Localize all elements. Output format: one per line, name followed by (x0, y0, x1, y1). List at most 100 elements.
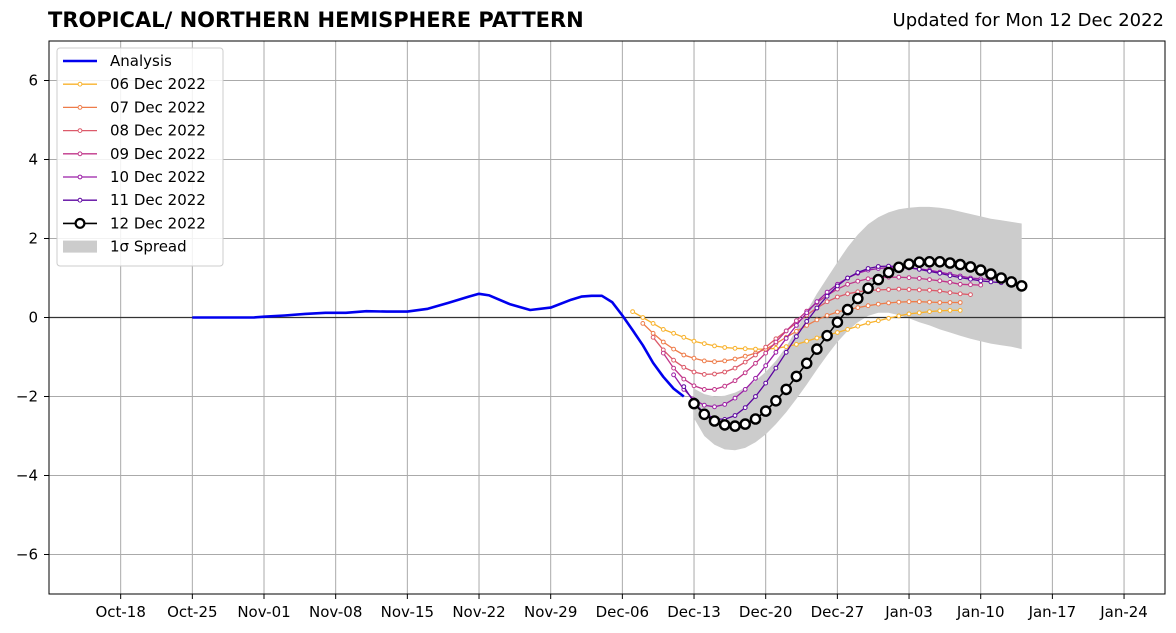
forecast-marker (968, 276, 973, 282)
forecast-marker (1005, 276, 1018, 288)
forecast-marker (978, 282, 984, 288)
y-tick-label: 4 (28, 151, 38, 169)
forecast-marker (974, 264, 987, 276)
forecast-marker (896, 274, 902, 280)
forecast-marker (1015, 280, 1028, 292)
forecast-series-06-dec-2022 (630, 308, 963, 352)
legend-label: 09 Dec 2022 (110, 145, 206, 163)
legend-label: 10 Dec 2022 (110, 168, 206, 186)
forecast-marker (875, 301, 881, 307)
forecast-marker (783, 349, 789, 355)
forecast-marker (718, 419, 731, 431)
forecast-marker (794, 328, 799, 334)
forecast-marker (742, 370, 748, 376)
forecast-marker (660, 327, 666, 332)
x-tick-label: Dec-06 (596, 603, 650, 621)
forecast-marker (814, 335, 820, 341)
forecast-marker (968, 282, 973, 288)
legend-swatch-spread (63, 240, 97, 253)
forecast-marker (660, 339, 666, 345)
forecast-marker (712, 371, 717, 377)
forecast-marker (841, 303, 854, 316)
forecast-marker (732, 413, 738, 418)
forecast-marker (763, 350, 769, 356)
forecast-marker (875, 318, 881, 324)
forecast-marker (650, 321, 656, 326)
forecast-marker (886, 315, 891, 321)
forecast-marker (916, 299, 922, 305)
forecast-marker (732, 378, 738, 384)
forecast-marker (927, 277, 932, 283)
forecast-marker (712, 359, 717, 365)
forecast-marker (947, 300, 953, 305)
forecast-marker (855, 323, 861, 329)
forecast-marker (865, 320, 871, 326)
legend-label: 11 Dec 2022 (110, 191, 206, 209)
forecast-marker (712, 343, 717, 349)
forecast-marker (773, 339, 779, 345)
forecast-marker (927, 287, 932, 293)
x-tick-label: Jan-10 (956, 603, 1005, 621)
forecast-marker (845, 327, 850, 332)
legend-swatch-marker (77, 81, 83, 87)
forecast-marker (794, 318, 799, 324)
forecast-marker (913, 256, 926, 269)
forecast-marker (783, 344, 789, 350)
x-tick-label: Nov-29 (524, 603, 577, 621)
forecast-marker (824, 299, 830, 305)
forecast-marker (804, 310, 810, 316)
forecast-marker (906, 299, 912, 305)
forecast-marker (729, 420, 741, 432)
forecast-marker (794, 323, 799, 328)
forecast-marker (739, 418, 752, 430)
spread-band (694, 206, 1022, 451)
forecast-marker (865, 303, 871, 309)
forecast-marker (660, 350, 666, 356)
forecast-marker (865, 266, 871, 271)
forecast-marker (957, 300, 963, 305)
forecast-marker (875, 287, 881, 293)
x-tick-label: Jan-17 (1028, 603, 1077, 621)
forecast-marker (650, 330, 656, 336)
forecast-marker (824, 293, 830, 299)
forecast-marker (862, 282, 874, 295)
forecast-marker (896, 299, 902, 305)
forecast-marker (794, 342, 799, 347)
analysis-line (192, 292, 685, 398)
forecast-marker (872, 273, 885, 286)
forecast-marker (691, 355, 697, 361)
y-tick-label: −2 (16, 388, 38, 406)
forecast-marker (691, 383, 697, 389)
legend-label: 06 Dec 2022 (110, 75, 206, 93)
forecast-marker (927, 309, 932, 315)
chart-title: TROPICAL/ NORTHERN HEMISPHERE PATTERN (48, 8, 584, 32)
forecast-marker (763, 344, 769, 350)
forecast-marker (852, 292, 864, 305)
forecast-marker (698, 408, 711, 421)
forecast-marker (893, 261, 905, 274)
forecast-marker (947, 279, 953, 285)
forecast-marker (732, 345, 738, 351)
forecast-marker (927, 268, 932, 274)
forecast-marker (957, 291, 963, 297)
forecast-marker (995, 272, 1008, 284)
forecast-marker (845, 291, 850, 297)
forecast-marker (937, 300, 943, 305)
forecast-marker (742, 359, 748, 365)
forecast-marker (691, 338, 697, 344)
forecast-marker (804, 338, 810, 344)
forecast-marker (896, 286, 902, 292)
legend-swatch-marker (77, 197, 83, 203)
forecast-marker (835, 294, 840, 300)
forecast-marker (722, 369, 728, 375)
forecast-marker (937, 270, 943, 276)
y-tick-label: −4 (16, 467, 38, 485)
legend-swatch-marker (77, 105, 83, 110)
forecast-marker (845, 281, 850, 287)
forecast-marker (875, 264, 881, 269)
forecast-marker (947, 273, 953, 279)
forecast-marker (701, 387, 707, 392)
forecast-marker (804, 319, 810, 324)
forecast-marker (780, 383, 793, 396)
forecast-marker (957, 281, 963, 287)
